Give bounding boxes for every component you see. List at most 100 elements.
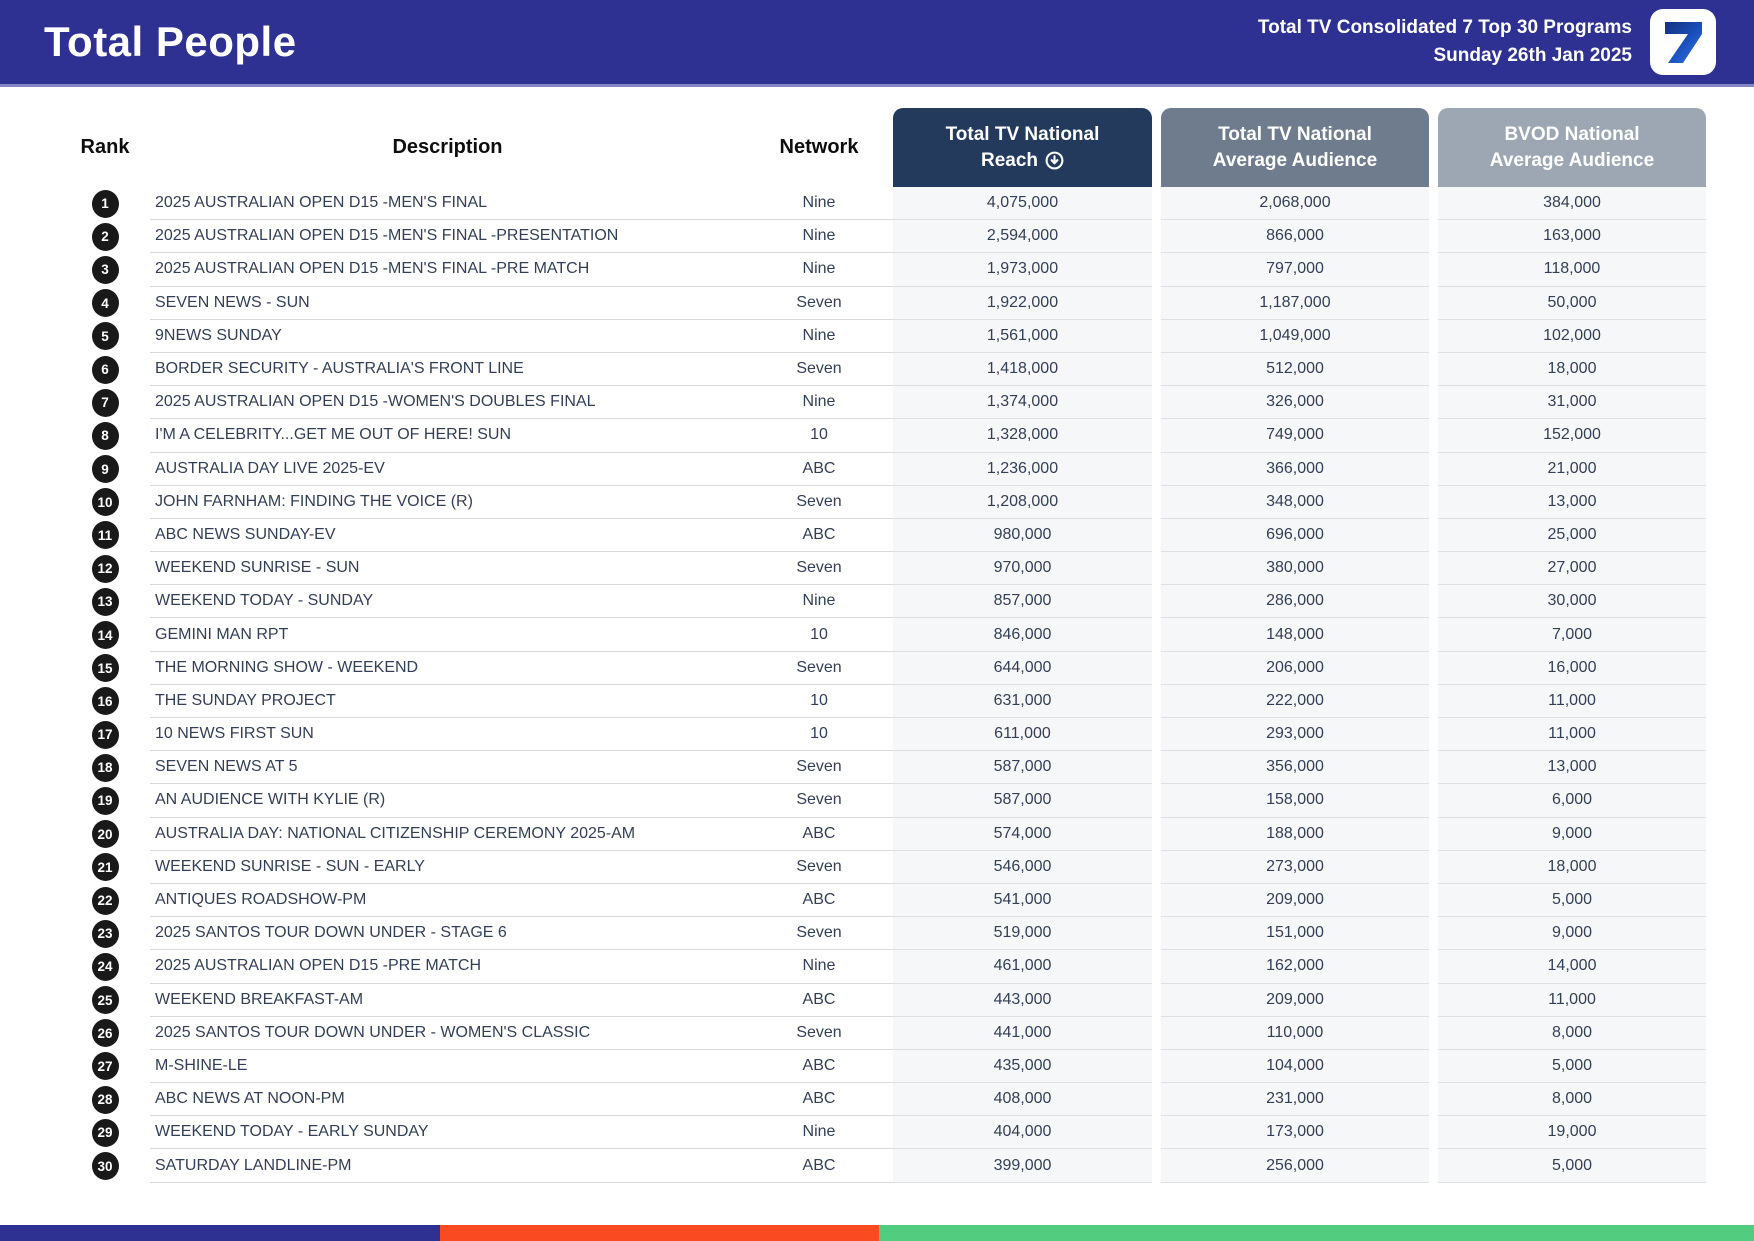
- bvod-national-average-audience-value: 13,000: [1438, 751, 1706, 785]
- total-tv-national-reach-value: 970,000: [893, 552, 1152, 586]
- total-tv-national-reach-column-header[interactable]: Total TV National Reach: [893, 108, 1152, 187]
- bvod-national-average-audience-value: 5,000: [1438, 1149, 1706, 1183]
- bvod-national-average-audience-value: 5,000: [1438, 883, 1706, 918]
- banner-right: Total TV Consolidated 7 Top 30 Programs …: [1258, 9, 1716, 75]
- program-network: Nine: [745, 386, 893, 420]
- program-network: ABC: [745, 984, 893, 1017]
- rank-cell: 28: [60, 1083, 150, 1116]
- total-tv-national-average-audience-value: 326,000: [1161, 386, 1429, 420]
- page-title: Total People: [44, 18, 297, 65]
- rank-number: 29: [97, 1125, 113, 1141]
- rank-number: 5: [101, 328, 109, 344]
- bvod-national-average-audience-column-header[interactable]: BVOD National Average Audience: [1438, 108, 1706, 187]
- total-tv-national-average-audience-value: 1,049,000: [1161, 319, 1429, 353]
- program-description: BORDER SECURITY - AUSTRALIA'S FRONT LINE: [150, 353, 745, 387]
- table-row: 1 2025 AUSTRALIAN OPEN D15 -MEN'S FINAL …: [60, 187, 1706, 221]
- rank-cell: 15: [60, 652, 150, 685]
- bvod-header-line2: Average Audience: [1489, 149, 1655, 171]
- total-tv-national-average-audience-value: 797,000: [1161, 253, 1429, 287]
- table-body: 1 2025 AUSTRALIAN OPEN D15 -MEN'S FINAL …: [60, 187, 1706, 1183]
- rank-number: 14: [97, 627, 113, 643]
- table-row: 23 2025 SANTOS TOUR DOWN UNDER - STAGE 6…: [60, 917, 1706, 951]
- rank-badge: 18: [91, 753, 119, 782]
- table-row: 20 AUSTRALIA DAY: NATIONAL CITIZENSHIP C…: [60, 817, 1706, 851]
- bvod-national-average-audience-value: 14,000: [1438, 950, 1706, 984]
- rank-badge: 13: [91, 587, 119, 616]
- rank-badge: 29: [91, 1118, 119, 1147]
- bvod-header-line1: BVOD National: [1504, 123, 1640, 145]
- sort-descending-icon[interactable]: [1045, 151, 1064, 170]
- table-row: 16 THE SUNDAY PROJECT 10 631,000 222,000…: [60, 684, 1706, 718]
- total-tv-national-reach-value: 1,973,000: [893, 253, 1152, 287]
- total-tv-national-average-audience-column-header[interactable]: Total TV National Average Audience: [1161, 108, 1429, 187]
- rank-badge: 8: [91, 421, 119, 450]
- total-tv-national-average-audience-value: 148,000: [1161, 618, 1429, 652]
- total-tv-national-average-audience-value: 1,187,000: [1161, 286, 1429, 320]
- program-description: 2025 SANTOS TOUR DOWN UNDER - WOMEN'S CL…: [150, 1017, 745, 1050]
- rank-cell: 27: [60, 1050, 150, 1083]
- table-row: 10 JOHN FARNHAM: FINDING THE VOICE (R) S…: [60, 485, 1706, 519]
- program-network: Nine: [745, 1116, 893, 1150]
- rank-number: 9: [101, 461, 109, 477]
- rank-number: 23: [97, 926, 113, 942]
- rank-cell: 13: [60, 585, 150, 618]
- program-description: JOHN FARNHAM: FINDING THE VOICE (R): [150, 486, 745, 519]
- total-tv-national-average-audience-value: 2,068,000: [1161, 187, 1429, 221]
- rank-badge: 4: [91, 289, 119, 318]
- table-row: 6 BORDER SECURITY - AUSTRALIA'S FRONT LI…: [60, 352, 1706, 387]
- total-tv-national-reach-value: 1,374,000: [893, 386, 1152, 420]
- footer-bar-segment-blue: [0, 1225, 440, 1241]
- total-tv-national-reach-value: 404,000: [893, 1116, 1152, 1150]
- program-network: ABC: [745, 1149, 893, 1183]
- rank-number: 3: [101, 262, 109, 278]
- rank-badge: 14: [91, 621, 119, 650]
- total-tv-national-reach-value: 399,000: [893, 1149, 1152, 1183]
- table-row: 29 WEEKEND TODAY - EARLY SUNDAY Nine 404…: [60, 1116, 1706, 1150]
- total-tv-national-average-audience-value: 366,000: [1161, 452, 1429, 486]
- rank-number: 26: [97, 1025, 113, 1041]
- program-description: 2025 AUSTRALIAN OPEN D15 -MEN'S FINAL -P…: [150, 253, 745, 287]
- rank-cell: 23: [60, 917, 150, 950]
- rank-badge: 21: [91, 853, 119, 882]
- total-tv-national-reach-value: 587,000: [893, 784, 1152, 818]
- table-row: 26 2025 SANTOS TOUR DOWN UNDER - WOMEN'S…: [60, 1016, 1706, 1050]
- total-tv-national-average-audience-value: 173,000: [1161, 1116, 1429, 1150]
- program-description: WEEKEND SUNRISE - SUN - EARLY: [150, 851, 745, 884]
- rank-badge: 16: [91, 687, 119, 716]
- program-description: ABC NEWS AT NOON-PM: [150, 1083, 745, 1117]
- rank-badge: 10: [91, 488, 119, 517]
- total-tv-national-average-audience-value: 222,000: [1161, 684, 1429, 718]
- bvod-national-average-audience-value: 31,000: [1438, 386, 1706, 420]
- program-network: Nine: [745, 253, 893, 287]
- total-tv-national-average-audience-value: 231,000: [1161, 1083, 1429, 1117]
- total-tv-national-average-audience-value: 356,000: [1161, 751, 1429, 785]
- rank-number: 8: [101, 428, 109, 444]
- table-row: 22 ANTIQUES ROADSHOW-PM ABC 541,000 209,…: [60, 883, 1706, 918]
- program-network: Seven: [745, 287, 893, 320]
- rank-cell: 4: [60, 287, 150, 320]
- rank-number: 27: [97, 1058, 113, 1074]
- rank-number: 11: [97, 527, 113, 543]
- rank-cell: 29: [60, 1116, 150, 1149]
- table-row: 4 SEVEN NEWS - SUN Seven 1,922,000 1,187…: [60, 286, 1706, 320]
- program-description: WEEKEND BREAKFAST-AM: [150, 984, 745, 1017]
- table-row: 5 9NEWS SUNDAY Nine 1,561,000 1,049,000 …: [60, 319, 1706, 353]
- total-tv-national-average-audience-value: 380,000: [1161, 552, 1429, 586]
- table-row: 8 I'M A CELEBRITY...GET ME OUT OF HERE! …: [60, 419, 1706, 453]
- total-tv-national-average-audience-value: 512,000: [1161, 352, 1429, 387]
- rank-cell: 17: [60, 718, 150, 751]
- rank-cell: 19: [60, 784, 150, 817]
- bvod-national-average-audience-value: 13,000: [1438, 485, 1706, 519]
- total-tv-national-average-audience-value: 104,000: [1161, 1049, 1429, 1084]
- bvod-national-average-audience-value: 25,000: [1438, 518, 1706, 553]
- program-network: Seven: [745, 784, 893, 818]
- rank-badge: 11: [91, 521, 119, 550]
- rank-cell: 22: [60, 884, 150, 917]
- rank-cell: 7: [60, 386, 150, 419]
- program-network: ABC: [745, 453, 893, 486]
- rank-badge: 12: [91, 554, 119, 583]
- rank-cell: 1: [60, 187, 150, 220]
- total-tv-national-average-audience-value: 256,000: [1161, 1149, 1429, 1183]
- rank-badge: 1: [91, 189, 119, 218]
- program-network: Seven: [745, 917, 893, 951]
